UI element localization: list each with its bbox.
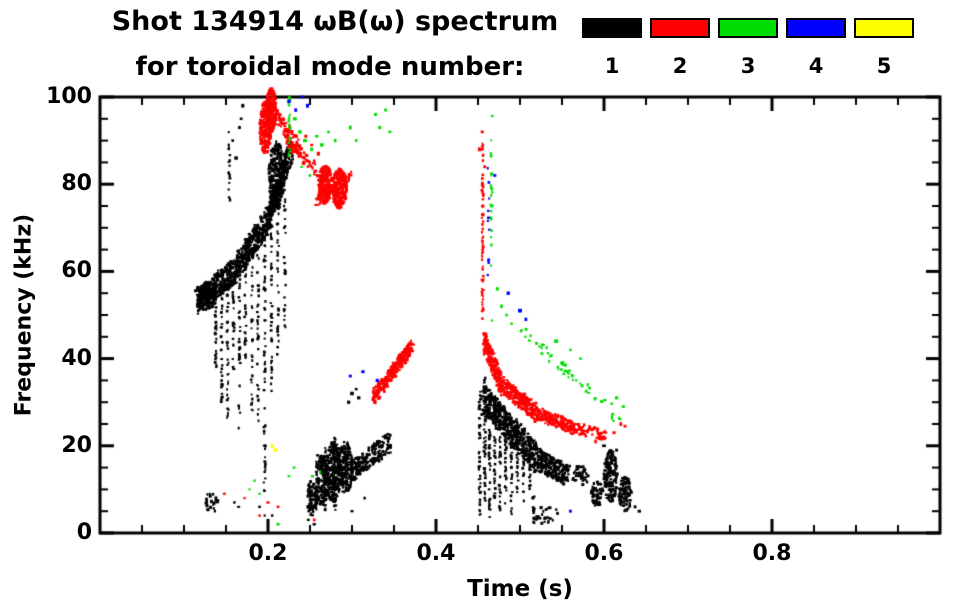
chart-subtitle: for toroidal mode number:: [135, 52, 525, 82]
legend-label: 4: [808, 54, 824, 78]
y-axis-label: Frequency (kHz): [11, 213, 37, 417]
y-tick-label: 80: [61, 171, 92, 196]
y-tick-label: 0: [76, 520, 92, 545]
x-tick-label: 0.2: [248, 541, 288, 566]
legend-label: 5: [876, 54, 892, 78]
legend-swatch: [718, 18, 778, 38]
legend-label: 2: [672, 54, 688, 78]
x-tick-label: 0.6: [584, 541, 624, 566]
y-tick-label: 100: [46, 84, 92, 109]
x-tick-label: 0.4: [416, 541, 456, 566]
y-tick-label: 60: [61, 258, 92, 283]
legend-label: 3: [740, 54, 756, 78]
x-tick-label: 0.8: [752, 541, 792, 566]
legend-swatch: [854, 18, 914, 38]
legend-swatch: [582, 18, 642, 38]
legend-swatch: [650, 18, 710, 38]
legend-label: 1: [604, 54, 620, 78]
chart-title: Shot 134914 ωB(ω) spectrum: [111, 6, 559, 37]
x-axis-label: Time (s): [467, 576, 573, 602]
y-tick-label: 40: [61, 346, 92, 371]
y-tick-label: 20: [61, 433, 92, 458]
legend-swatch: [786, 18, 846, 38]
